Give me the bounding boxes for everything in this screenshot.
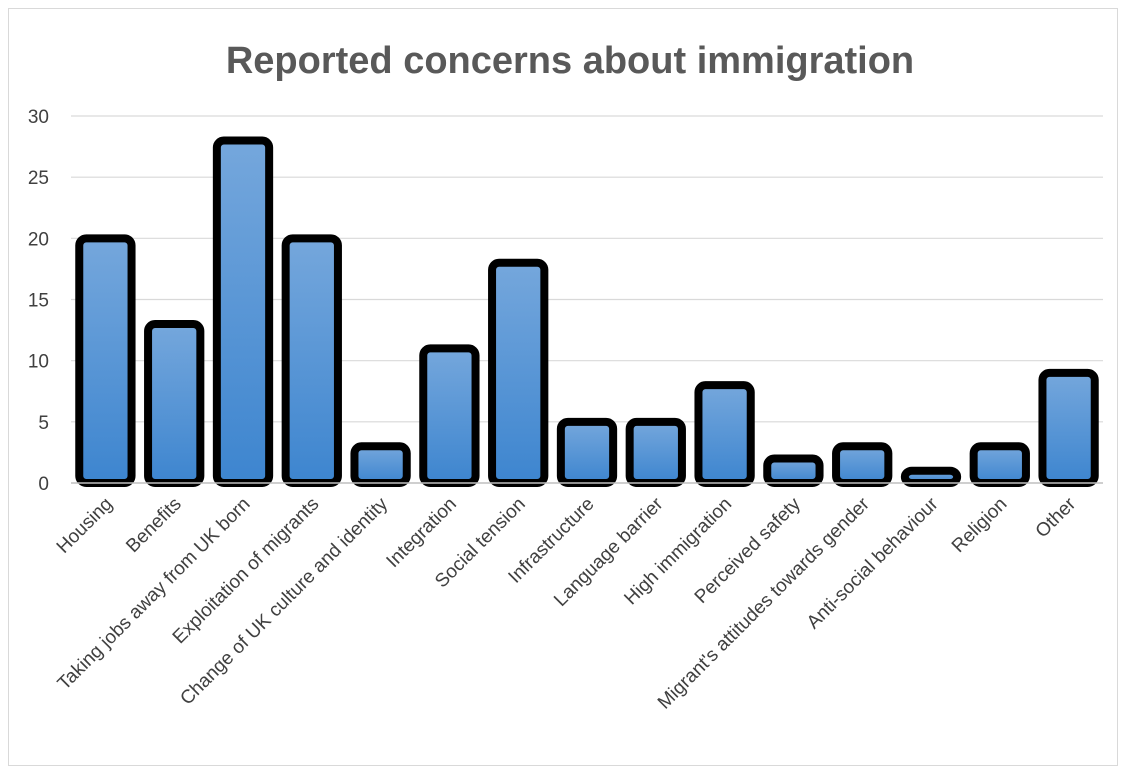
- y-tick-label: 30: [28, 107, 49, 128]
- x-tick-label: Housing: [53, 494, 117, 558]
- bar-migrant-s-attitudes-towards-gender: [832, 442, 893, 487]
- bar-infrastructure: [556, 417, 618, 488]
- chart-frame: Reported concerns about immigration 0 5 10…: [8, 8, 1118, 766]
- bar-integration: [419, 344, 480, 487]
- bar-taking-jobs-away-from-uk-born: [212, 136, 274, 487]
- y-axis-ticks: 0 5 10 15 20 25 30: [28, 107, 49, 495]
- bar-language-barrier: [625, 417, 686, 488]
- x-tick-label: Other: [1032, 493, 1081, 542]
- bar-religion: [969, 442, 1030, 487]
- chart-title: Reported concerns about immigration: [226, 40, 914, 82]
- x-tick-label: Religion: [948, 494, 1011, 557]
- bar-high-immigration: [694, 381, 755, 487]
- y-tick-label: 0: [38, 474, 49, 495]
- bar-change-of-uk-culture-and-identity: [350, 442, 411, 487]
- bars: [75, 136, 1099, 488]
- y-tick-label: 5: [38, 413, 49, 434]
- y-tick-label: 20: [28, 229, 49, 250]
- y-tick-label: 15: [28, 291, 49, 312]
- x-tick-label: Benefits: [122, 494, 185, 557]
- bar-benefits: [144, 319, 205, 488]
- bar-exploitation-of-migrants: [281, 234, 342, 487]
- bar-housing: [75, 234, 136, 487]
- bar-chart: Reported concerns about immigration 0 5 10…: [28, 40, 1103, 713]
- y-tick-label: 10: [28, 352, 49, 373]
- bar-other: [1038, 368, 1099, 487]
- bar-anti-social-behaviour: [900, 466, 962, 487]
- bar-social-tension: [488, 258, 549, 487]
- x-tick-label: Anti-social behaviour: [803, 493, 943, 633]
- bar-perceived-safety: [763, 454, 824, 487]
- y-tick-label: 25: [28, 168, 49, 189]
